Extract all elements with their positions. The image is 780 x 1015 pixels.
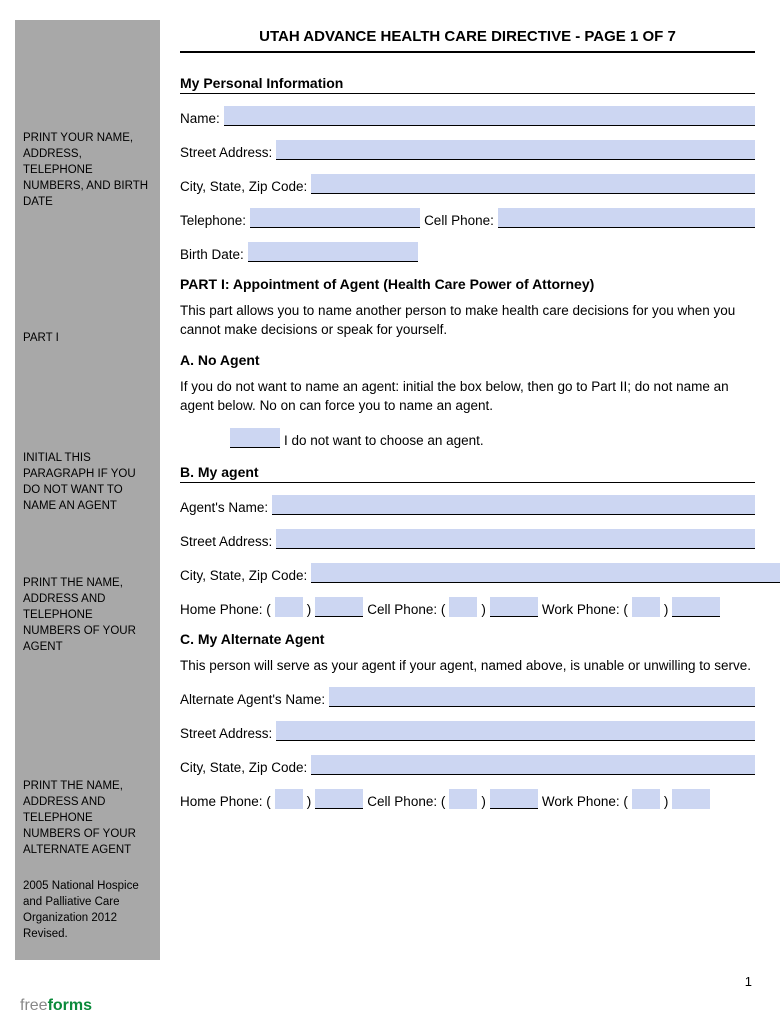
label-alt-work: Work Phone: ( [542, 794, 628, 809]
sidebar-copyright: 2005 National Hospice and Palliative Car… [23, 878, 152, 942]
label-agent-home: Home Phone: ( [180, 602, 271, 617]
row-csz: City, State, Zip Code: [180, 174, 755, 194]
input-telephone[interactable] [250, 208, 420, 228]
input-alt-home-area[interactable] [275, 789, 303, 809]
label-name: Name: [180, 111, 220, 126]
input-agent-name[interactable] [272, 495, 755, 515]
heading-noagent: A. No Agent [180, 352, 755, 368]
row-agent-csz: City, State, Zip Code: [180, 563, 780, 583]
paren-home: ) [307, 602, 312, 617]
page-container: PRINT YOUR NAME, ADDRESS, TELEPHONE NUMB… [0, 0, 780, 970]
row-alt-name: Alternate Agent's Name: [180, 687, 755, 707]
row-agent-street: Street Address: [180, 529, 755, 549]
input-agent-street[interactable] [276, 529, 755, 549]
input-csz[interactable] [311, 174, 755, 194]
row-noagent-initial: I do not want to choose an agent. [230, 428, 755, 448]
input-street[interactable] [276, 140, 755, 160]
heading-personal: My Personal Information [180, 75, 755, 94]
main-content: UTAH ADVANCE HEALTH CARE DIRECTIVE - PAG… [160, 20, 765, 960]
paren-alt-work: ) [664, 794, 669, 809]
input-agent-work-area[interactable] [632, 597, 660, 617]
paren-work: ) [664, 602, 669, 617]
label-alt-street: Street Address: [180, 726, 272, 741]
label-alt-name: Alternate Agent's Name: [180, 692, 325, 707]
label-cellphone: Cell Phone: [424, 213, 494, 228]
label-agent-street: Street Address: [180, 534, 272, 549]
page-title: UTAH ADVANCE HEALTH CARE DIRECTIVE - PAG… [180, 28, 755, 53]
heading-myagent: B. My agent [180, 464, 755, 483]
input-alt-home-num[interactable] [315, 789, 363, 809]
input-alt-street[interactable] [276, 721, 755, 741]
row-street: Street Address: [180, 140, 755, 160]
row-name: Name: [180, 106, 755, 126]
paren-alt-home: ) [307, 794, 312, 809]
input-cellphone[interactable] [498, 208, 755, 228]
sidebar-agent: PRINT THE NAME, ADDRESS AND TELEPHONE NU… [23, 575, 152, 655]
input-alt-cell-area[interactable] [449, 789, 477, 809]
row-agent-phones: Home Phone: ( ) Cell Phone: ( ) Work Pho… [180, 597, 755, 617]
page-number: 1 [0, 974, 780, 989]
input-noagent-initial[interactable] [230, 428, 280, 448]
label-alt-cell: Cell Phone: ( [367, 794, 445, 809]
label-agent-csz: City, State, Zip Code: [180, 568, 307, 583]
label-birthdate: Birth Date: [180, 247, 244, 262]
footer-free: free [20, 997, 48, 1014]
row-alt-csz: City, State, Zip Code: [180, 755, 755, 775]
label-alt-csz: City, State, Zip Code: [180, 760, 307, 775]
footer-forms: forms [48, 997, 92, 1014]
sidebar: PRINT YOUR NAME, ADDRESS, TELEPHONE NUMB… [15, 20, 160, 960]
label-csz: City, State, Zip Code: [180, 179, 307, 194]
label-agent-name: Agent's Name: [180, 500, 268, 515]
input-alt-cell-num[interactable] [490, 789, 538, 809]
label-agent-work: Work Phone: ( [542, 602, 628, 617]
input-alt-csz[interactable] [311, 755, 755, 775]
heading-part1: PART I: Appointment of Agent (Health Car… [180, 276, 755, 292]
row-agent-name: Agent's Name: [180, 495, 755, 515]
text-part1-intro: This part allows you to name another per… [180, 302, 755, 340]
paren-cell: ) [481, 602, 486, 617]
input-birthdate[interactable] [248, 242, 418, 262]
label-noagent-check: I do not want to choose an agent. [284, 433, 484, 448]
text-altagent: This person will serve as your agent if … [180, 657, 755, 676]
input-agent-home-area[interactable] [275, 597, 303, 617]
input-agent-work-num[interactable] [672, 597, 720, 617]
input-agent-home-num[interactable] [315, 597, 363, 617]
heading-altagent: C. My Alternate Agent [180, 631, 755, 647]
input-alt-work-area[interactable] [632, 789, 660, 809]
sidebar-altagent: PRINT THE NAME, ADDRESS AND TELEPHONE NU… [23, 778, 152, 858]
label-agent-cell: Cell Phone: ( [367, 602, 445, 617]
row-alt-street: Street Address: [180, 721, 755, 741]
label-telephone: Telephone: [180, 213, 246, 228]
row-birthdate: Birth Date: [180, 242, 755, 262]
row-alt-phones: Home Phone: ( ) Cell Phone: ( ) Work Pho… [180, 789, 755, 809]
sidebar-personal: PRINT YOUR NAME, ADDRESS, TELEPHONE NUMB… [23, 130, 152, 210]
input-alt-work-num[interactable] [672, 789, 710, 809]
input-agent-cell-num[interactable] [490, 597, 538, 617]
input-name[interactable] [224, 106, 755, 126]
paren-alt-cell: ) [481, 794, 486, 809]
input-agent-csz[interactable] [311, 563, 780, 583]
sidebar-noagent: INITIAL THIS PARAGRAPH IF YOU DO NOT WAN… [23, 450, 152, 514]
text-noagent: If you do not want to name an agent: ini… [180, 378, 755, 416]
input-alt-name[interactable] [329, 687, 755, 707]
footer-logo: freeforms [0, 997, 780, 1015]
sidebar-part1: PART I [23, 330, 152, 346]
label-alt-home: Home Phone: ( [180, 794, 271, 809]
row-phones: Telephone: Cell Phone: [180, 208, 755, 228]
label-street: Street Address: [180, 145, 272, 160]
input-agent-cell-area[interactable] [449, 597, 477, 617]
